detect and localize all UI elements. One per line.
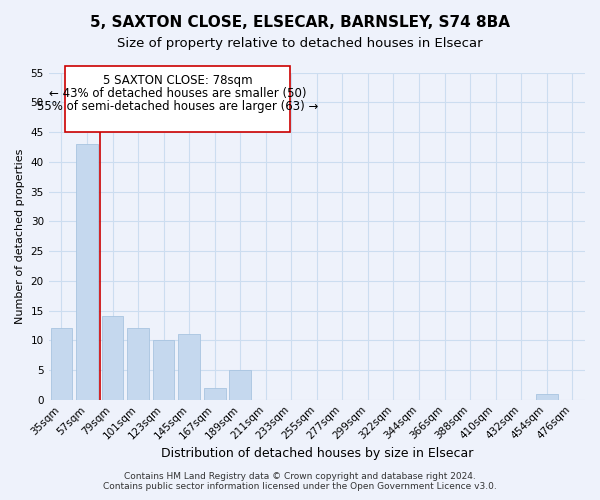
Text: Contains HM Land Registry data © Crown copyright and database right 2024.: Contains HM Land Registry data © Crown c… — [124, 472, 476, 481]
Bar — [178, 334, 200, 400]
Text: Contains public sector information licensed under the Open Government Licence v3: Contains public sector information licen… — [103, 482, 497, 491]
FancyBboxPatch shape — [65, 66, 290, 132]
Text: ← 43% of detached houses are smaller (50): ← 43% of detached houses are smaller (50… — [49, 88, 306, 101]
Bar — [536, 394, 557, 400]
X-axis label: Distribution of detached houses by size in Elsecar: Distribution of detached houses by size … — [161, 447, 473, 460]
Bar — [50, 328, 72, 400]
Bar — [204, 388, 226, 400]
Text: 5 SAXTON CLOSE: 78sqm: 5 SAXTON CLOSE: 78sqm — [103, 74, 252, 88]
Bar — [153, 340, 175, 400]
Bar — [127, 328, 149, 400]
Text: Size of property relative to detached houses in Elsecar: Size of property relative to detached ho… — [117, 38, 483, 51]
Bar — [101, 316, 124, 400]
Bar — [229, 370, 251, 400]
Y-axis label: Number of detached properties: Number of detached properties — [15, 148, 25, 324]
Bar — [76, 144, 98, 400]
Text: 55% of semi-detached houses are larger (63) →: 55% of semi-detached houses are larger (… — [37, 100, 318, 114]
Text: 5, SAXTON CLOSE, ELSECAR, BARNSLEY, S74 8BA: 5, SAXTON CLOSE, ELSECAR, BARNSLEY, S74 … — [90, 15, 510, 30]
